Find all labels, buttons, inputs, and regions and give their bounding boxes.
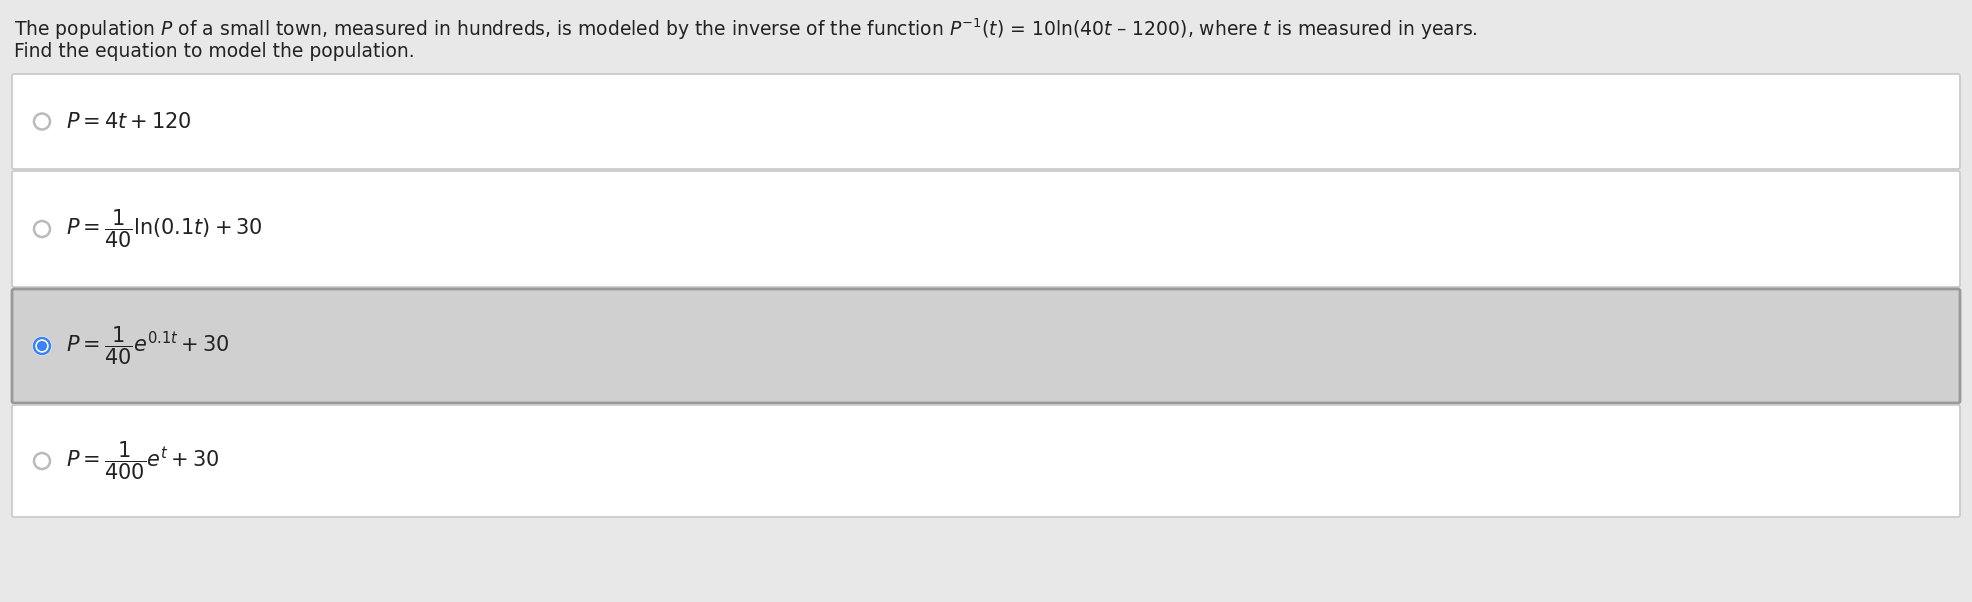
- Text: $P = \dfrac{1}{40}e^{0.1t} + 30$: $P = \dfrac{1}{40}e^{0.1t} + 30$: [65, 324, 229, 367]
- FancyBboxPatch shape: [12, 405, 1960, 517]
- FancyBboxPatch shape: [12, 74, 1960, 169]
- Text: Find the equation to model the population.: Find the equation to model the populatio…: [14, 42, 414, 61]
- Text: The population $P$ of a small town, measured in hundreds, is modeled by the inve: The population $P$ of a small town, meas…: [14, 16, 1477, 42]
- Circle shape: [34, 452, 51, 470]
- Circle shape: [37, 341, 47, 350]
- Circle shape: [34, 337, 51, 355]
- Circle shape: [34, 220, 51, 238]
- Text: $P = 4t + 120$: $P = 4t + 120$: [65, 111, 191, 131]
- Text: $P = \dfrac{1}{400}e^{t} + 30$: $P = \dfrac{1}{400}e^{t} + 30$: [65, 439, 219, 482]
- FancyBboxPatch shape: [12, 171, 1960, 287]
- Text: $P = \dfrac{1}{40}\mathrm{ln}(0.1t) + 30$: $P = \dfrac{1}{40}\mathrm{ln}(0.1t) + 30…: [65, 208, 262, 250]
- FancyBboxPatch shape: [12, 289, 1960, 403]
- Circle shape: [34, 113, 51, 131]
